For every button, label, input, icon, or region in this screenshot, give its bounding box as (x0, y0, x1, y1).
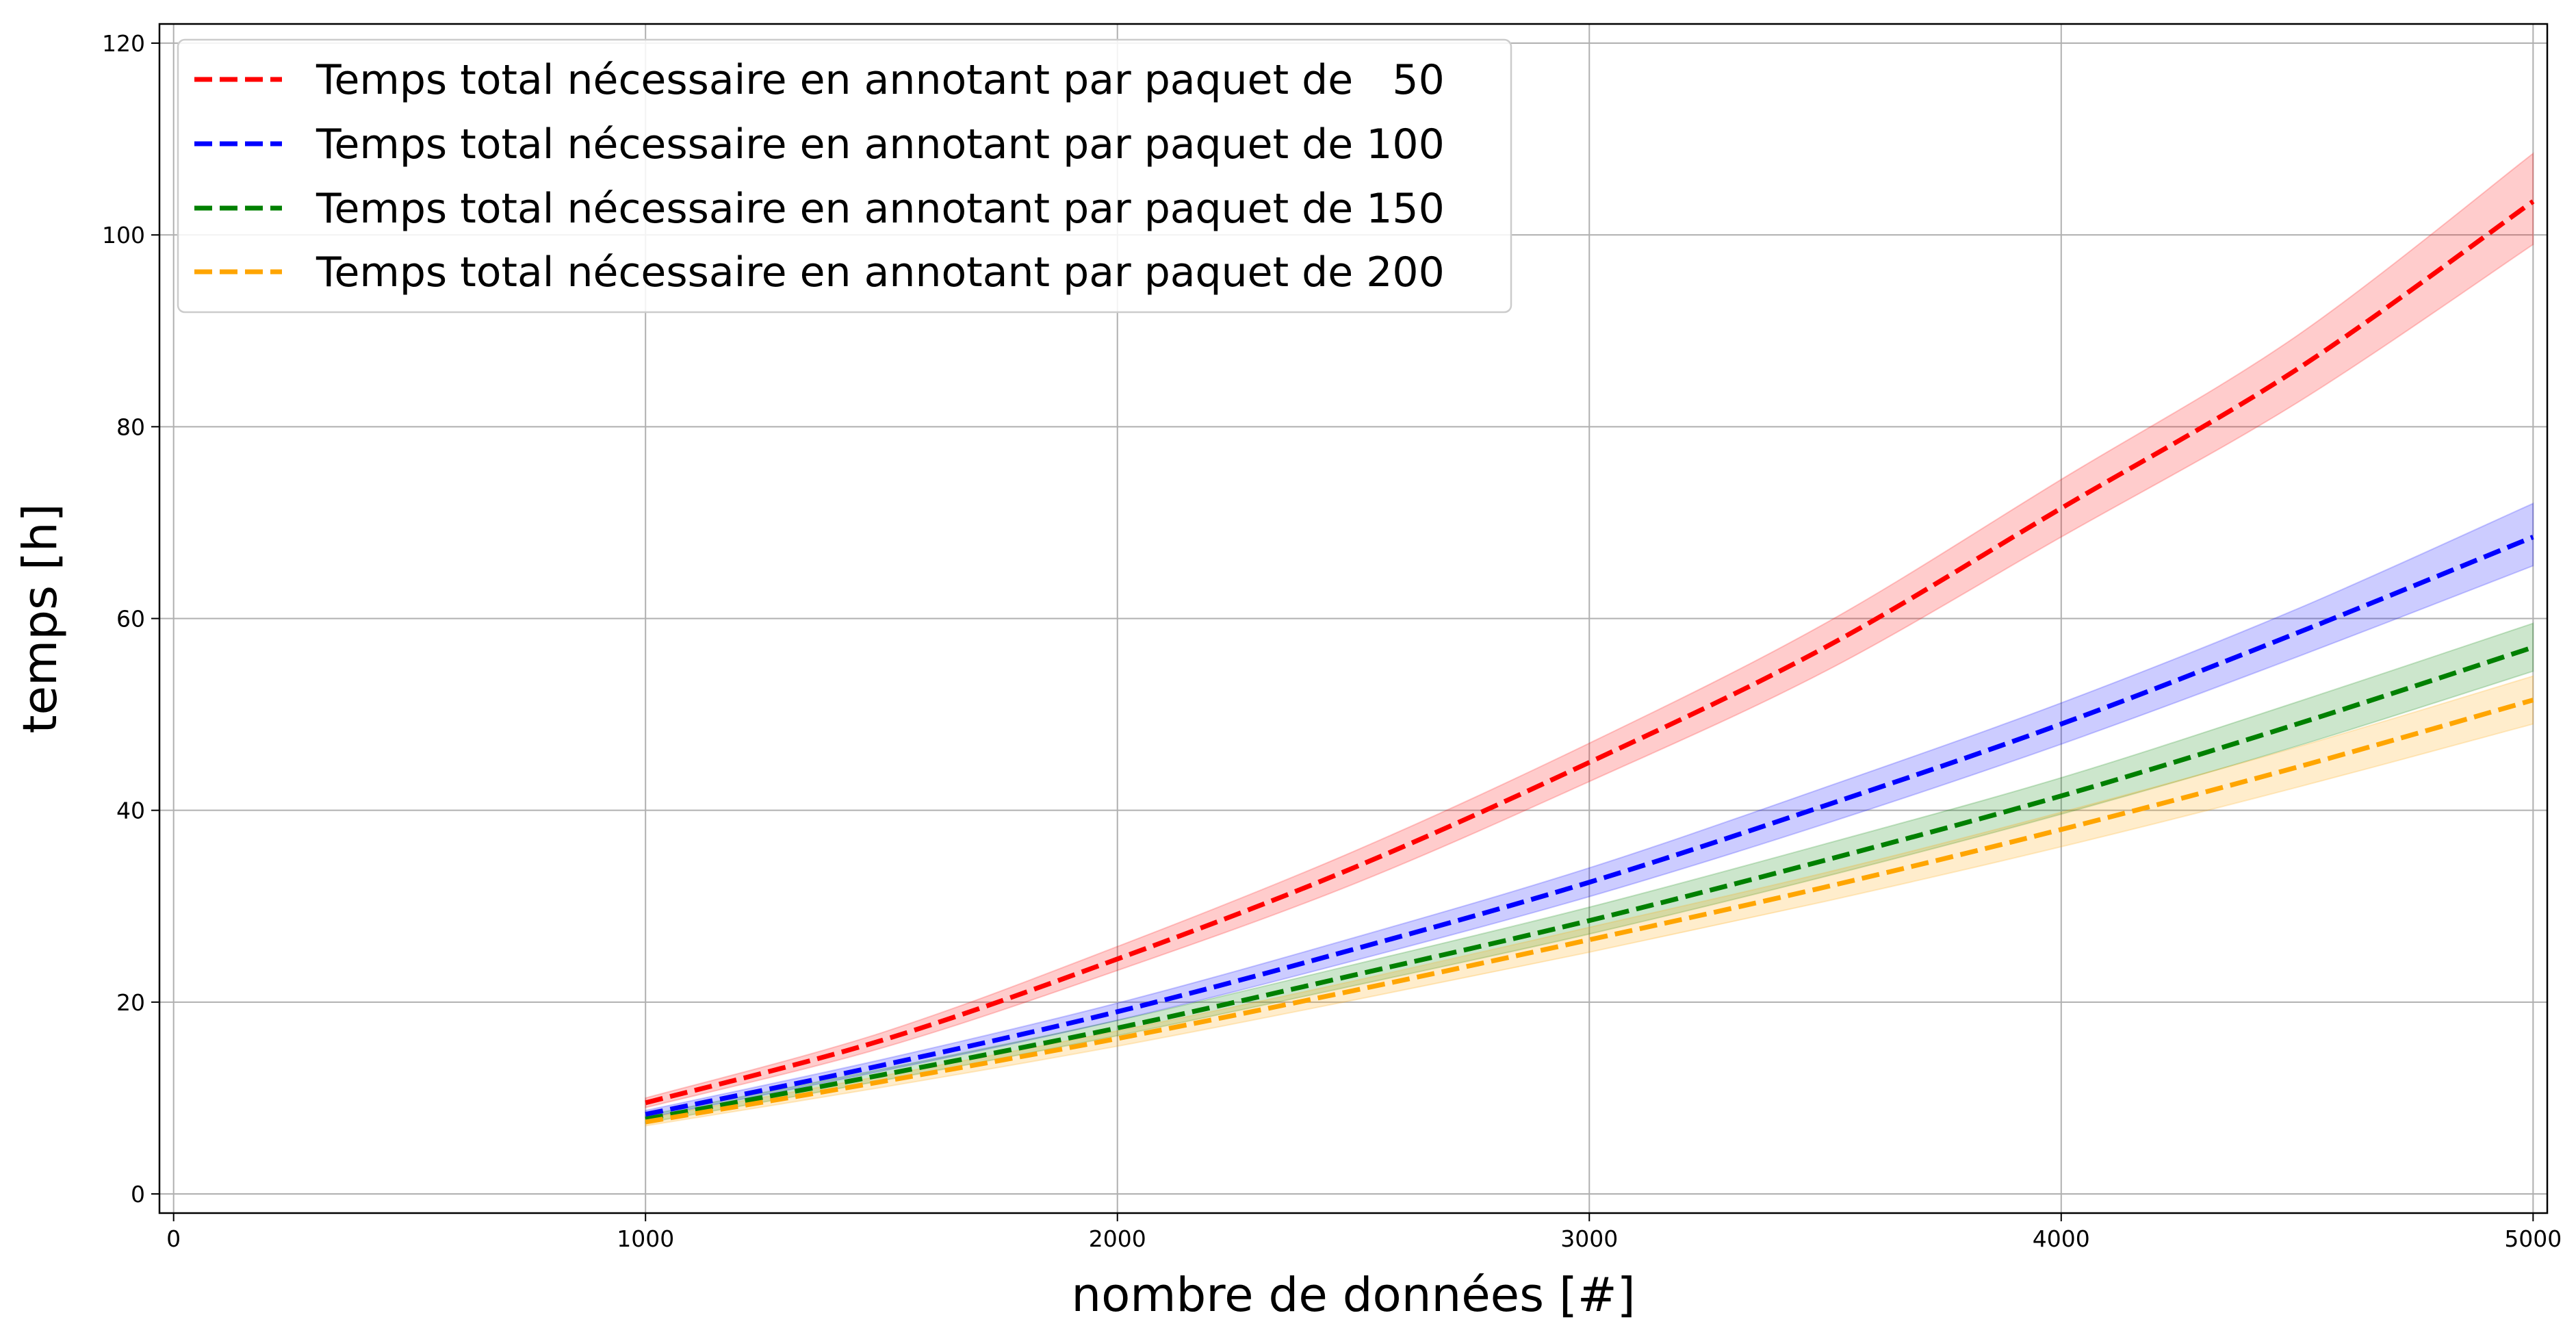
y-tick-label-40: 40 (116, 798, 145, 824)
y-tick-label-60: 60 (116, 606, 145, 633)
x-tick-label-1000: 1000 (617, 1225, 674, 1252)
y-axis-ticks: 0 20 40 60 80 100 120 (102, 30, 159, 1208)
x-axis-ticks: 0 1000 2000 3000 4000 5000 (166, 1213, 2562, 1252)
legend-label-2: Temps total nécessaire en annotant par p… (315, 120, 1445, 168)
x-tick-label-4000: 4000 (2033, 1225, 2090, 1252)
series-line-4 (645, 698, 2534, 1125)
y-tick-label-20: 20 (116, 989, 145, 1016)
y-tick-label-100: 100 (102, 222, 145, 249)
y-tick-label-120: 120 (102, 30, 145, 57)
series-line-3 (645, 645, 2534, 1122)
x-tick-label-2000: 2000 (1089, 1225, 1146, 1252)
confidence-band-4 (645, 675, 2534, 1127)
legend-label-1: Temps total nécessaire en annotant par p… (315, 56, 1445, 104)
confidence-bands (645, 152, 2534, 1127)
y-tick-label-0: 0 (131, 1181, 145, 1208)
series-line-2 (645, 535, 2534, 1117)
y-axis-label: temps [h] (13, 504, 68, 734)
confidence-band-1 (645, 152, 2534, 1109)
confidence-band-2 (645, 502, 2534, 1119)
x-tick-label-0: 0 (166, 1225, 181, 1252)
legend: Temps total nécessaire en annotant par p… (177, 38, 1512, 314)
legend-box (177, 38, 1512, 314)
legend-label-4: Temps total nécessaire en annotant par p… (315, 249, 1445, 296)
series-lines (645, 199, 2535, 1125)
x-tick-label-5000: 5000 (2504, 1225, 2562, 1252)
series-line-1 (645, 199, 2535, 1106)
confidence-band-3 (645, 622, 2534, 1124)
x-tick-label-3000: 3000 (1560, 1225, 1618, 1252)
legend-label-3: Temps total nécessaire en annotant par p… (315, 185, 1445, 233)
x-axis-label: nombre de données [#] (1071, 1268, 1635, 1323)
y-tick-label-80: 80 (116, 413, 145, 440)
